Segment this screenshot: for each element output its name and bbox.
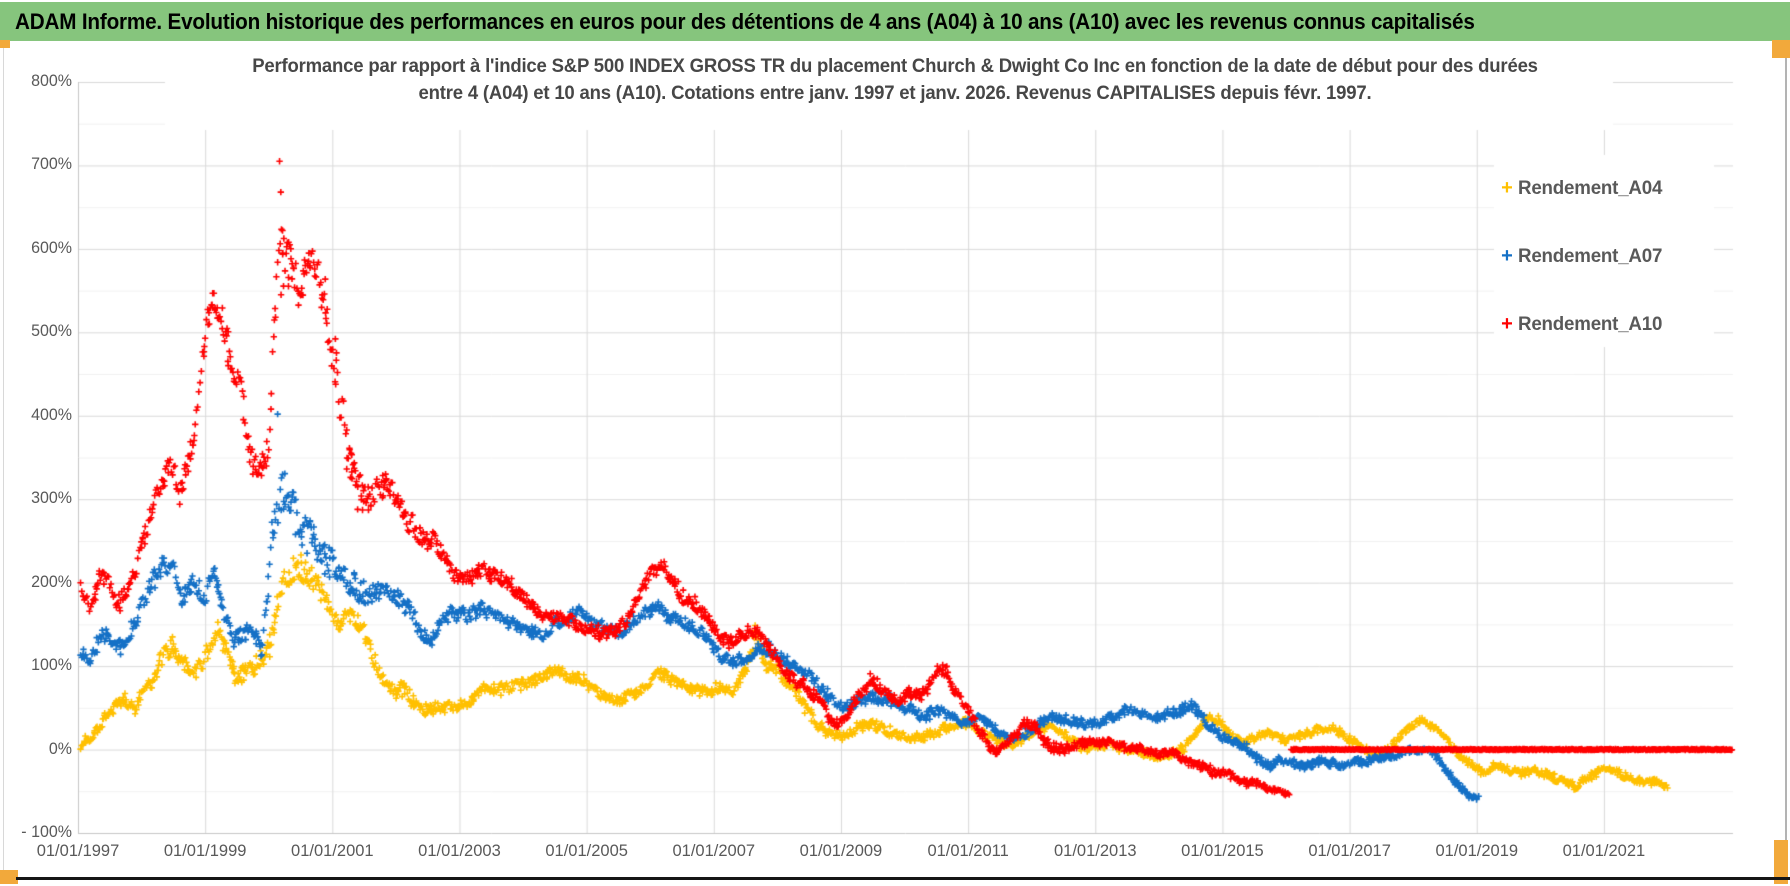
top-left-orange-mark: [0, 40, 10, 48]
legend-item-rendement-a10[interactable]: + Rendement_A10: [1496, 309, 1712, 339]
legend-label: Rendement_A07: [1518, 244, 1663, 267]
bottom-right-orange-mark: [1774, 840, 1788, 884]
legend-label: Rendement_A10: [1518, 312, 1663, 335]
plus-marker-icon: +: [1501, 177, 1513, 199]
chart-title: Performance par rapport à l'indice S&P 5…: [0, 53, 1790, 107]
chart-legend[interactable]: + Rendement_A04 + Rendement_A07 + Rendem…: [1496, 157, 1712, 345]
left-border-line: [3, 42, 4, 880]
legend-label: Rendement_A04: [1518, 176, 1663, 199]
bottom-frame-line: [16, 877, 1790, 880]
legend-item-rendement-a04[interactable]: + Rendement_A04: [1496, 173, 1712, 203]
bottom-left-orange-mark: [0, 870, 18, 884]
top-right-orange-mark: [1772, 40, 1790, 58]
plus-marker-icon: +: [1501, 313, 1513, 335]
right-border-line: [1785, 42, 1787, 880]
legend-item-rendement-a07[interactable]: + Rendement_A07: [1496, 241, 1712, 271]
chart-title-line2: entre 4 (A04) et 10 ans (A10). Cotations…: [418, 82, 1372, 104]
plus-marker-icon: +: [1501, 245, 1513, 267]
chart-title-line1: Performance par rapport à l'indice S&P 5…: [252, 55, 1538, 77]
